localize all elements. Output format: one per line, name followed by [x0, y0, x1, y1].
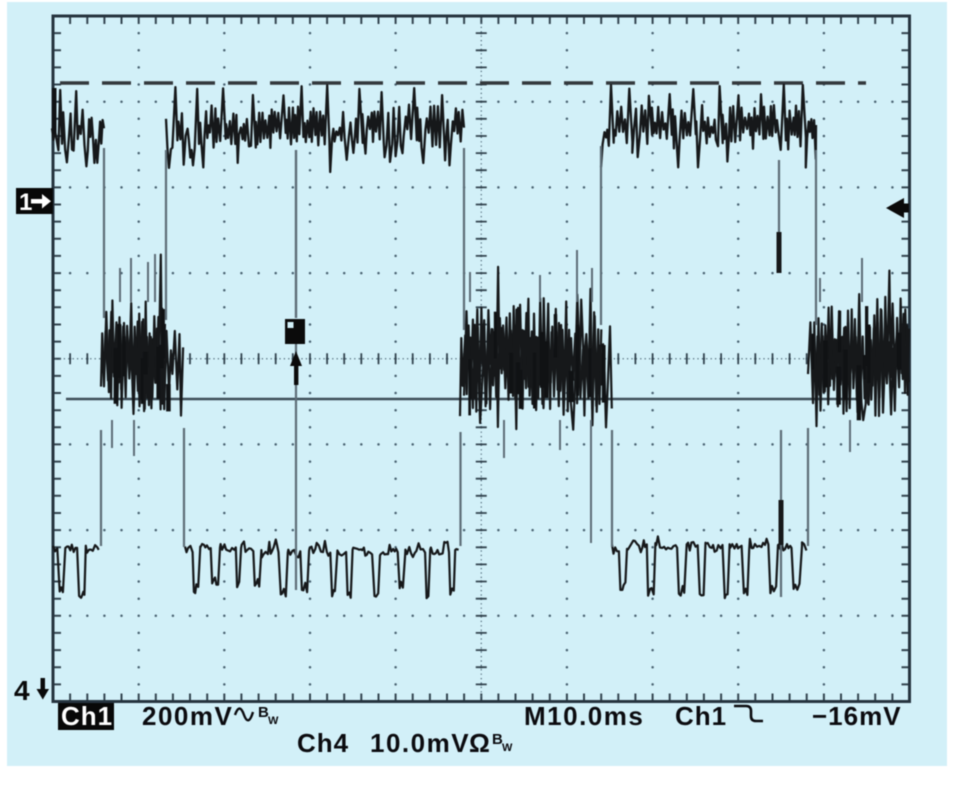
- svg-text:200mV: 200mV: [142, 701, 233, 731]
- svg-text:M10.0ms: M10.0ms: [524, 701, 644, 731]
- svg-text:W: W: [268, 715, 279, 727]
- svg-text:B: B: [492, 731, 503, 748]
- svg-text:Ch1: Ch1: [675, 701, 727, 731]
- svg-text:10.0mV: 10.0mV: [370, 728, 470, 758]
- svg-text:B: B: [258, 704, 269, 721]
- svg-text:−16mV: −16mV: [812, 701, 902, 731]
- svg-text:1: 1: [19, 189, 32, 216]
- svg-text:4: 4: [14, 675, 30, 706]
- svg-text:W: W: [502, 742, 513, 754]
- svg-text:Ω: Ω: [469, 728, 490, 758]
- svg-text:Ch4: Ch4: [297, 728, 349, 758]
- svg-text:Ch1: Ch1: [61, 701, 113, 731]
